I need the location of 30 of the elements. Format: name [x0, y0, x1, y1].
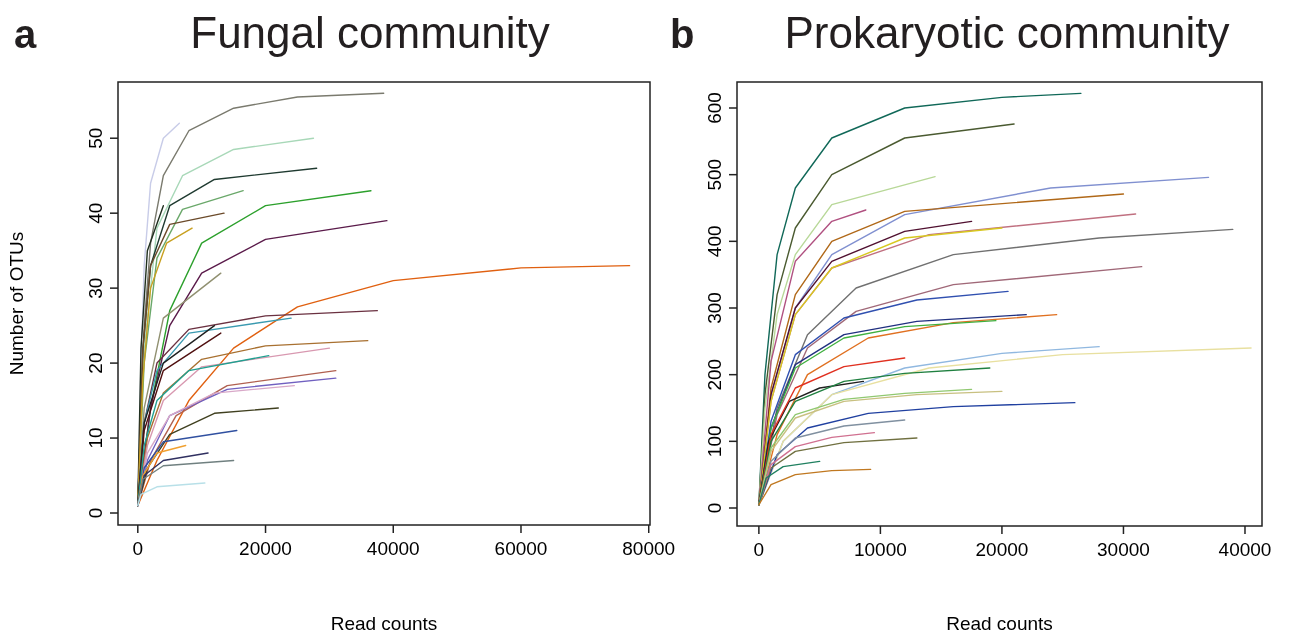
y-tick-label: 0 — [85, 507, 106, 519]
x-axis-title: Read counts — [946, 613, 1053, 634]
x-tick-label: 0 — [753, 539, 765, 560]
y-tick-label: 100 — [704, 425, 725, 458]
text: a — [14, 12, 37, 56]
x-tick-label: 20000 — [975, 539, 1029, 560]
x-tick-label: 40000 — [366, 538, 420, 559]
y-tick-label: 200 — [704, 358, 725, 391]
y-tick-label: 40 — [85, 202, 106, 224]
text: b — [670, 12, 695, 56]
chart-title: Prokaryotic community — [784, 8, 1230, 57]
y-tick-label: 50 — [85, 127, 106, 149]
x-tick-label: 80000 — [622, 538, 676, 559]
y-tick-label: 30 — [85, 277, 106, 299]
y-tick-label: 300 — [704, 292, 725, 324]
chart-title: Fungal community — [190, 8, 550, 57]
y-tick-label: 20 — [85, 352, 106, 374]
x-tick-label: 0 — [132, 538, 144, 559]
x-axis-title: Read counts — [330, 613, 438, 634]
x-tick-label: 60000 — [494, 538, 548, 559]
y-tick-label: 600 — [704, 92, 725, 124]
x-tick-label: 10000 — [853, 539, 907, 560]
y-axis-title: Number of OTUs — [6, 231, 27, 376]
x-tick-label: 30000 — [1097, 539, 1150, 560]
y-tick-label: 10 — [85, 427, 106, 449]
x-tick-label: 20000 — [239, 538, 292, 559]
y-tick-label: 400 — [704, 225, 725, 258]
x-tick-label: 40000 — [1218, 539, 1272, 560]
y-tick-label: 0 — [704, 502, 725, 514]
y-tick-label: 500 — [704, 158, 725, 191]
